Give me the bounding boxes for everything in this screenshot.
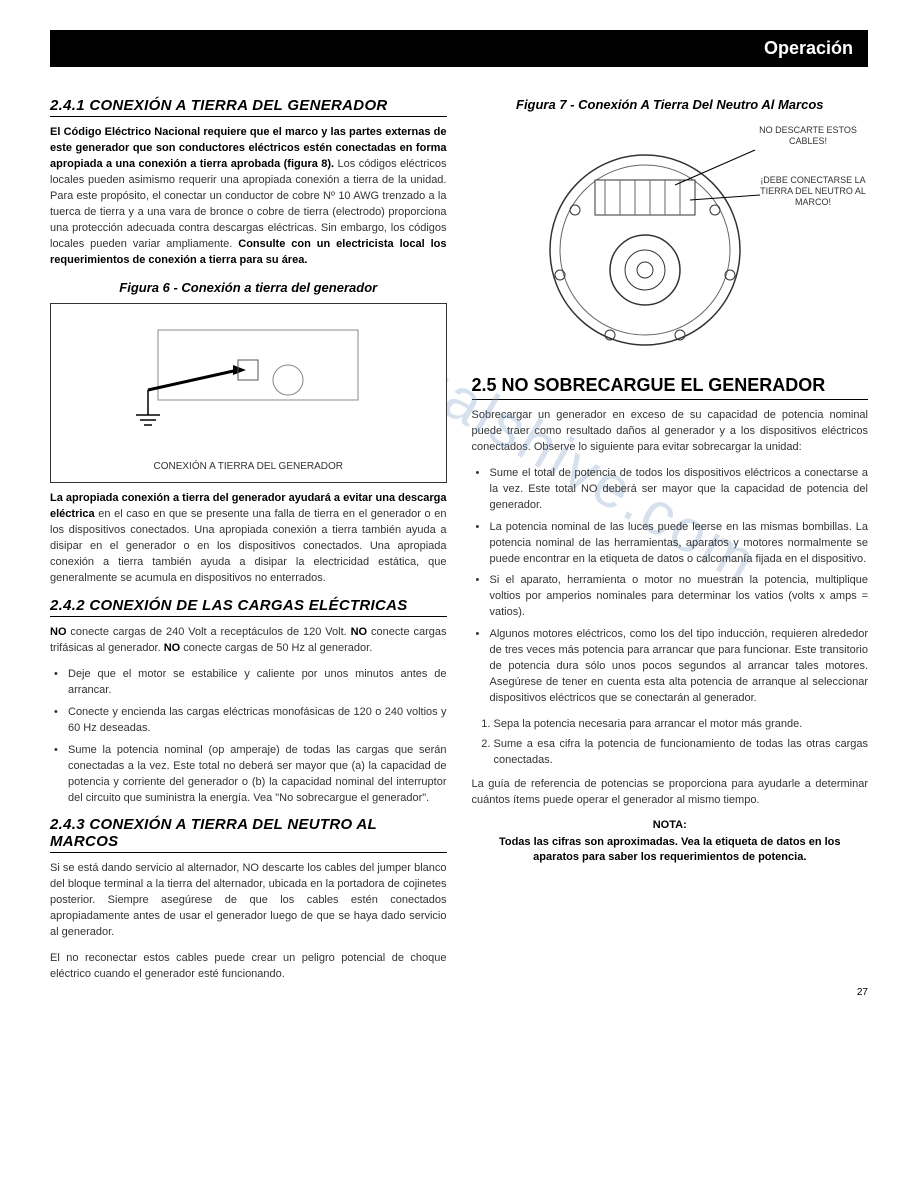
- list-item: Algunos motores eléctricos, como los del…: [490, 627, 869, 707]
- list-item: La potencia nominal de las luces puede l…: [490, 520, 869, 568]
- left-column: 2.4.1 CONEXIÓN A TIERRA DEL GENERADOR El…: [50, 97, 447, 993]
- figure7-label-2: ¡DEBE CONECTARSE LA TIERRA DEL NEUTRO AL…: [758, 175, 868, 207]
- figure6-caption: Figura 6 - Conexión a tierra del generad…: [50, 280, 447, 295]
- section-243-p2: El no reconectar estos cables puede crea…: [50, 951, 447, 983]
- page-number: 27: [857, 987, 868, 998]
- list-item: Sume a esa cifra la potencia de funciona…: [494, 737, 869, 769]
- section-25-bullets: Sume el total de potencia de todos los d…: [472, 466, 869, 707]
- section-241-p1: El Código Eléctrico Nacional requiere qu…: [50, 125, 447, 268]
- content-columns: 2.4.1 CONEXIÓN A TIERRA DEL GENERADOR El…: [50, 97, 868, 993]
- list-item: Conecte y encienda las cargas eléctricas…: [68, 705, 447, 737]
- list-item: Si el aparato, herramienta o motor no mu…: [490, 573, 869, 621]
- section-242-p1: NO conecte cargas de 240 Volt a receptác…: [50, 625, 447, 657]
- section-242-bullets: Deje que el motor se estabilice y calien…: [50, 667, 447, 807]
- section-25-p2: La guía de referencia de potencias se pr…: [472, 777, 869, 809]
- figure6-diagram: [61, 314, 436, 456]
- section-25-title: 2.5 NO SOBRECARGUE EL GENERADOR: [472, 375, 869, 400]
- right-column: Figura 7 - Conexión A Tierra Del Neutro …: [472, 97, 869, 993]
- list-item: Sume la potencia nominal (op amperaje) d…: [68, 743, 447, 807]
- figure7-label-1: NO DESCARTE ESTOS CABLES!: [758, 125, 858, 147]
- section-header: Operación: [50, 30, 868, 67]
- nota-label: NOTA:: [472, 819, 869, 831]
- figure7-caption: Figura 7 - Conexión A Tierra Del Neutro …: [472, 97, 869, 112]
- section-243-p1: Si se está dando servicio al alternador,…: [50, 861, 447, 941]
- section-241-p2: La apropiada conexión a tierra del gener…: [50, 491, 447, 587]
- section-25-p1: Sobrecargar un generador en exceso de su…: [472, 408, 869, 456]
- section-243-title: 2.4.3 CONEXIÓN A TIERRA DEL NEUTRO AL MA…: [50, 816, 447, 853]
- section-242-title: 2.4.2 CONEXIÓN DE LAS CARGAS ELÉCTRICAS: [50, 597, 447, 617]
- nota-text: Todas las cifras son aproximadas. Vea la…: [472, 835, 869, 866]
- figure6-box: CONEXIÓN A TIERRA DEL GENERADOR: [50, 303, 447, 483]
- section-241-title: 2.4.1 CONEXIÓN A TIERRA DEL GENERADOR: [50, 97, 447, 117]
- list-item: Sepa la potencia necesaria para arrancar…: [494, 717, 869, 733]
- list-item: Sume el total de potencia de todos los d…: [490, 466, 869, 514]
- section-25-numbered: Sepa la potencia necesaria para arrancar…: [472, 717, 869, 769]
- list-item: Deje que el motor se estabilice y calien…: [68, 667, 447, 699]
- figure7-diagram: NO DESCARTE ESTOS CABLES! ¡DEBE CONECTAR…: [472, 120, 869, 360]
- figure6-inner-label: CONEXIÓN A TIERRA DEL GENERADOR: [154, 461, 344, 472]
